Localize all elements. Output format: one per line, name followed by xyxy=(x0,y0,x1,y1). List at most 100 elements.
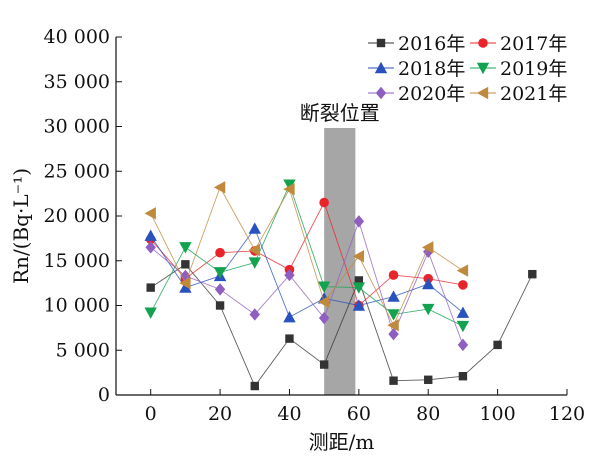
y-tick-label: 20 000 xyxy=(44,205,110,227)
data-point xyxy=(389,376,398,385)
axes: 0 5 000 10 000 15 000 20 000 25 000 30 000 35 0… xyxy=(44,26,586,425)
data-point xyxy=(248,222,261,234)
legend-item: 2018年 xyxy=(368,58,465,80)
data-point xyxy=(283,182,295,196)
legend-label: 2020年 xyxy=(398,83,465,105)
legend-item: 2016年 xyxy=(368,33,465,55)
y-tick-label: 40 000 xyxy=(44,26,110,48)
data-point xyxy=(181,260,190,269)
x-tick-label: 0 xyxy=(145,403,157,425)
data-point xyxy=(422,303,435,316)
data-point xyxy=(388,270,399,280)
data-point xyxy=(458,372,468,381)
legend: 2016年 2017年 2018年 2019年 2020年 2021年 xyxy=(368,33,567,105)
data-point xyxy=(318,311,330,325)
series-line xyxy=(150,263,533,387)
data-point xyxy=(422,241,434,254)
y-axis-title: Rn/(Bq·L⁻¹) xyxy=(9,168,33,284)
data-point xyxy=(387,318,399,332)
data-point xyxy=(248,257,261,269)
series-3 xyxy=(144,179,470,333)
data-point xyxy=(457,338,469,352)
legend-item: 2017年 xyxy=(470,33,567,55)
data-point xyxy=(215,247,225,258)
y-tick-label: 10 000 xyxy=(44,295,110,317)
y-tick-label: 0 xyxy=(98,384,110,406)
data-point xyxy=(180,269,191,283)
series-0 xyxy=(146,260,537,391)
data-point xyxy=(145,241,156,254)
series-line xyxy=(150,227,464,318)
data-point xyxy=(387,309,400,321)
data-point xyxy=(352,282,366,294)
y-tick-label: 15 000 xyxy=(44,250,110,272)
legend-marker xyxy=(375,86,387,100)
data-point xyxy=(352,299,366,311)
series-line xyxy=(150,201,464,307)
data-point xyxy=(353,215,365,228)
data-point xyxy=(319,360,329,369)
data-point xyxy=(317,295,330,309)
x-tick-label: 60 xyxy=(347,403,371,425)
data-point xyxy=(144,307,157,319)
y-tick-label: 30 000 xyxy=(44,116,110,138)
x-tick-label: 40 xyxy=(277,403,301,425)
legend-item: 2020年 xyxy=(368,83,465,105)
legend-marker xyxy=(374,61,388,74)
legend-marker xyxy=(476,86,489,100)
data-point xyxy=(456,306,470,318)
data-point xyxy=(456,320,470,333)
data-point xyxy=(424,375,433,384)
series-line xyxy=(150,219,464,346)
y-tick-label: 5 000 xyxy=(56,339,110,361)
fault-position-label: 断裂位置 xyxy=(300,101,380,125)
data-point xyxy=(319,197,329,208)
data-point xyxy=(388,327,399,341)
legend-label: 2018年 xyxy=(398,58,465,80)
data-point xyxy=(144,229,157,241)
legend-item: 2019年 xyxy=(470,58,567,80)
series-line xyxy=(150,183,464,327)
data-point xyxy=(179,242,192,254)
data-point xyxy=(249,308,260,321)
x-tick-label: 80 xyxy=(416,403,440,425)
legend-label: 2021年 xyxy=(500,83,567,105)
data-point xyxy=(250,381,259,391)
data-point xyxy=(422,277,435,290)
data-point xyxy=(213,181,226,194)
y-tick-label: 35 000 xyxy=(44,71,110,93)
data-point xyxy=(387,290,400,302)
data-point xyxy=(317,281,331,293)
series-4 xyxy=(145,215,469,352)
x-tick-label: 20 xyxy=(208,403,232,425)
data-point xyxy=(456,264,469,277)
data-point xyxy=(179,276,191,290)
x-axis-title: 测距/m xyxy=(309,430,375,454)
legend-label: 2019年 xyxy=(500,58,567,80)
data-point xyxy=(214,283,226,296)
series-5 xyxy=(144,181,469,332)
data-point xyxy=(285,334,294,343)
legend-marker xyxy=(478,38,488,48)
data-point xyxy=(283,310,296,323)
legend-marker xyxy=(476,62,490,75)
x-tick-label: 120 xyxy=(549,403,585,425)
legend-item: 2021年 xyxy=(470,83,567,105)
data-point xyxy=(352,250,365,263)
data-point xyxy=(283,179,296,191)
data-point xyxy=(144,207,156,220)
data-point xyxy=(493,340,502,350)
data-point xyxy=(528,269,537,279)
data-point xyxy=(215,301,225,310)
data-point xyxy=(354,276,364,285)
fault-band-layer xyxy=(324,128,356,395)
y-tick-label: 25 000 xyxy=(44,160,110,182)
data-point xyxy=(458,280,468,290)
legend-label: 2016年 xyxy=(398,33,465,55)
data-point xyxy=(213,267,227,279)
data-point xyxy=(146,283,155,292)
data-point xyxy=(284,268,295,282)
data-point xyxy=(248,243,260,257)
series-layer xyxy=(144,179,537,391)
